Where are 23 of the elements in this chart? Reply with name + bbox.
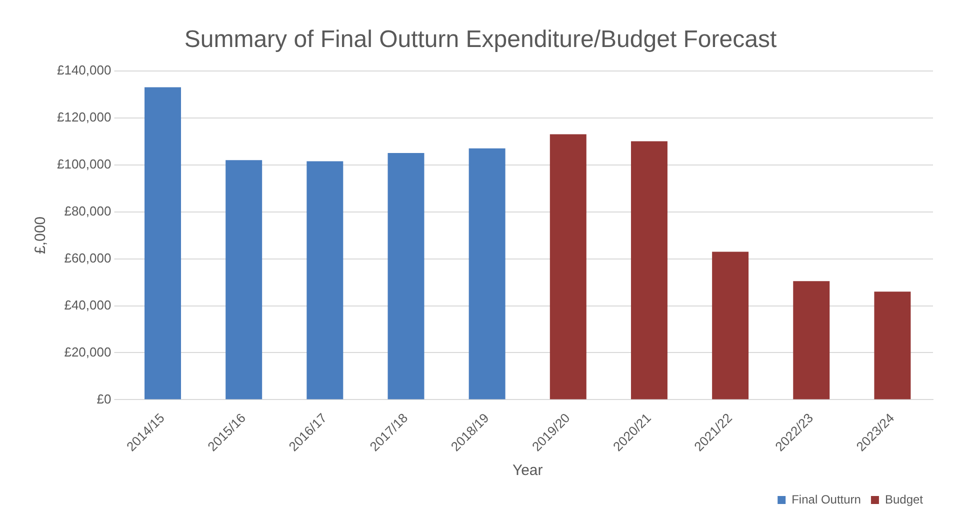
y-tick-label: £140,000 (56, 62, 112, 78)
y-tick-label: £20,000 (64, 344, 112, 360)
bar (226, 160, 262, 400)
y-tick-label: £100,000 (56, 156, 112, 172)
bar (874, 292, 911, 400)
bar (550, 134, 586, 400)
bar (306, 161, 344, 400)
legend-label: Final Outturn (792, 492, 861, 506)
y-tick-label: £40,000 (64, 297, 112, 312)
y-tick-label: £120,000 (56, 109, 112, 124)
bar (712, 252, 749, 400)
bar (630, 141, 668, 400)
y-tick-label: £80,000 (64, 203, 112, 218)
y-tick-label: £0 (96, 391, 112, 406)
bar (468, 148, 506, 400)
bar (793, 281, 830, 400)
legend-label: Budget (884, 492, 924, 506)
y-tick-label: £60,000 (64, 250, 112, 266)
chart-title: Summary of Final Outturn Expenditure/Budget Forecast (184, 26, 777, 54)
y-axis-title: £,000 (32, 216, 50, 254)
bar (388, 153, 424, 400)
bar (144, 87, 182, 400)
x-axis-title: Year (512, 462, 543, 480)
